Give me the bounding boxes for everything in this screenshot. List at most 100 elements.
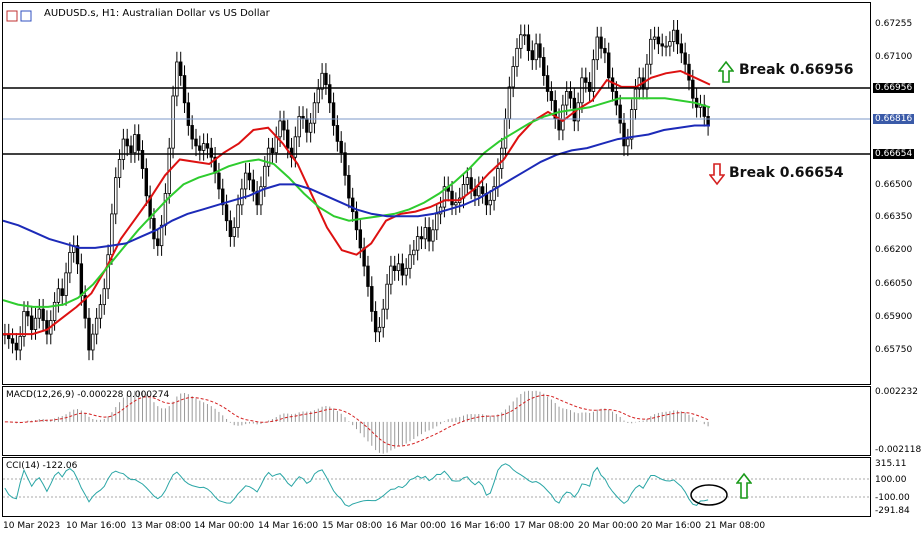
- candle-body: [500, 147, 504, 169]
- candle-body: [580, 77, 584, 104]
- break-up-annotation: Break 0.66956: [739, 62, 854, 78]
- candle-body: [41, 308, 45, 321]
- candle-body: [515, 47, 519, 67]
- candle-body: [259, 186, 263, 206]
- candle-body: [26, 311, 30, 317]
- candle-body: [114, 177, 118, 215]
- candle-body: [450, 190, 454, 206]
- candle-body: [247, 172, 252, 181]
- candle-body: [603, 47, 607, 54]
- candle-body: [320, 72, 324, 90]
- candle-body: [87, 317, 91, 351]
- candle-body: [324, 72, 328, 86]
- candle-body: [270, 147, 275, 154]
- candle-body: [683, 52, 687, 65]
- candle-body: [668, 41, 672, 47]
- candle-body: [522, 34, 527, 37]
- x-tick-label: 17 Mar 08:00: [514, 521, 575, 531]
- candle-body: [584, 77, 588, 83]
- candle-body: [377, 326, 382, 333]
- chart-logo-icon: [6, 7, 36, 22]
- candle-body: [496, 168, 500, 188]
- candle-body: [22, 311, 26, 337]
- ma-line-1: [3, 69, 711, 336]
- candle-body: [488, 199, 492, 206]
- x-tick-label: 10 Mar 2023: [3, 521, 61, 531]
- candle-body: [511, 66, 515, 88]
- y-tick-label: 0.66350: [875, 212, 913, 222]
- candle-body: [618, 104, 622, 124]
- candle-body: [576, 102, 580, 122]
- y-tick-label: 0.66500: [875, 180, 913, 190]
- candle-body: [542, 57, 546, 76]
- candle-body: [626, 138, 630, 147]
- candle-body: [221, 188, 225, 206]
- candle-body: [649, 38, 653, 65]
- candle-body: [144, 168, 149, 197]
- candle-body: [530, 50, 534, 61]
- candle-body: [431, 229, 435, 242]
- candle-body: [224, 204, 229, 222]
- candle-body: [125, 138, 129, 147]
- candle-body: [129, 145, 133, 154]
- candle-body: [159, 224, 164, 247]
- candle-body: [286, 129, 290, 149]
- candle-body: [503, 118, 508, 149]
- candle-body: [404, 267, 408, 276]
- y-tick-label: 0.65750: [875, 345, 913, 355]
- candle-body: [232, 227, 236, 237]
- candle-body: [83, 295, 87, 319]
- macd-y-tick: 0.002232: [875, 387, 918, 397]
- candle-body: [679, 43, 684, 54]
- candle-body: [339, 140, 343, 154]
- candle-body: [373, 311, 378, 333]
- x-tick-label: 20 Mar 16:00: [641, 521, 702, 531]
- cci-arrow-up-icon: [735, 472, 753, 504]
- candle-body: [477, 186, 481, 197]
- candle-body: [538, 43, 542, 58]
- candle-body: [354, 211, 359, 231]
- cci-chart: [3, 463, 870, 507]
- candle-body: [587, 81, 592, 92]
- macd-signal-line: [4, 394, 709, 447]
- candle-body: [408, 254, 412, 269]
- candle-body: [591, 59, 596, 92]
- candle-body: [396, 263, 401, 272]
- candle-body: [175, 61, 179, 97]
- candle-body: [29, 315, 34, 330]
- candle-body: [190, 125, 194, 140]
- x-tick-label: 16 Mar 00:00: [386, 521, 447, 531]
- break-down-annotation: Break 0.66654: [729, 165, 844, 181]
- x-tick-label: 15 Mar 08:00: [322, 521, 383, 531]
- candle-body: [10, 338, 15, 344]
- candle-body: [117, 159, 122, 179]
- candle-body: [564, 91, 569, 106]
- candle-body: [110, 213, 114, 256]
- candle-body: [599, 36, 603, 49]
- candle-body: [198, 145, 202, 151]
- candle-body: [98, 304, 103, 319]
- macd-y-tick: -0.002118: [875, 445, 922, 455]
- x-tick-label: 10 Mar 16:00: [66, 521, 127, 531]
- candle-body: [64, 272, 68, 296]
- y-tick-label: 0.66200: [875, 245, 913, 255]
- candle-body: [358, 229, 363, 249]
- candle-body: [201, 143, 206, 151]
- candle-body: [56, 288, 61, 303]
- candle-body: [526, 34, 531, 52]
- candle-body: [236, 204, 240, 228]
- candle-body: [163, 193, 168, 226]
- cci-title: CCI(14) -122.06: [6, 461, 78, 471]
- candle-body: [37, 308, 42, 319]
- candle-body: [171, 95, 175, 149]
- candle-body: [60, 288, 64, 296]
- candle-body: [469, 177, 473, 190]
- candle-body: [664, 45, 668, 48]
- candle-body: [156, 238, 160, 247]
- cci-y-tick: 100.00: [875, 475, 907, 485]
- candle-body: [633, 88, 638, 110]
- candle-body: [331, 102, 336, 126]
- candle-body: [595, 36, 599, 61]
- candle-body: [534, 43, 538, 61]
- cci-panel: [2, 457, 871, 517]
